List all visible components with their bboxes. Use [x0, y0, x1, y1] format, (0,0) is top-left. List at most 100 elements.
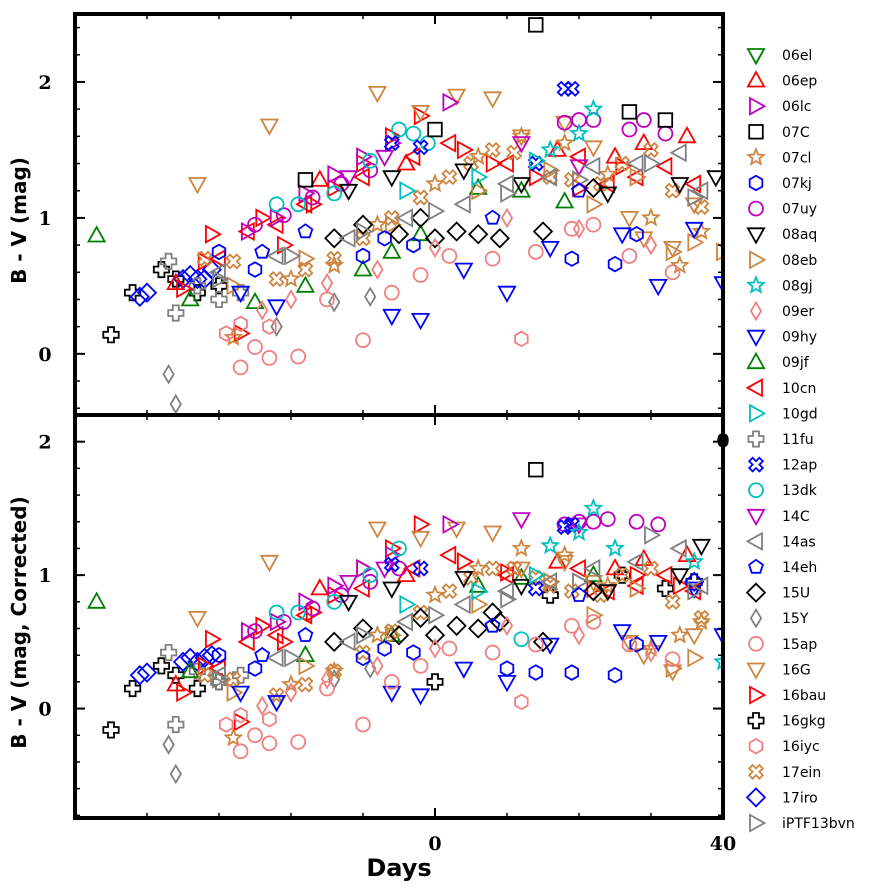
legend-entry-16bau: 16bau [749, 685, 826, 705]
bottom-point-14C [511, 512, 532, 530]
top-point-14eh [571, 182, 587, 198]
bottom-point-07cl [281, 674, 301, 694]
bottom-point-16G [511, 561, 532, 579]
legend-marker-12ap [747, 456, 765, 473]
top-scatter-points [86, 17, 723, 415]
top-y-tick-label: 2 [38, 72, 51, 94]
legend-label: 15U [782, 586, 810, 602]
legend-marker-10gd [749, 403, 767, 424]
bottom-point-09hy [454, 661, 474, 679]
bottom-point-17iro [172, 651, 194, 673]
bottom-point-07uy [585, 513, 602, 530]
top-point-15ap [664, 264, 681, 281]
top-point-08aq [454, 163, 474, 181]
bottom-point-11fu [167, 716, 185, 734]
bottom-point-08aq [454, 571, 474, 589]
top-point-08eb [665, 242, 683, 262]
bottom-y-tick-label: 0 [38, 699, 51, 721]
bottom-point-08eb [665, 658, 683, 679]
top-point-16bau [305, 194, 323, 214]
bottom-point-15U [583, 580, 604, 602]
top-point-07cl [554, 132, 575, 152]
legend-entry-11fu: 11fu [747, 430, 814, 448]
bottom-point-14as [583, 558, 601, 579]
top-point-15ap [247, 339, 263, 355]
bottom-point-10gd [528, 565, 547, 585]
bottom-point-10cn [597, 581, 615, 601]
top-point-16iyc [514, 330, 529, 348]
top-point-10cn [266, 215, 284, 235]
bottom-point-06ep [605, 558, 625, 576]
bottom-point-09hy [612, 624, 632, 642]
bottom-point-15ap [664, 651, 681, 668]
bottom-point-16bau [204, 629, 223, 649]
bottom-point-14C [569, 517, 589, 535]
bottom-point-16bau [233, 712, 251, 732]
bottom-point-07uy [650, 516, 667, 533]
top-point-14C [511, 136, 532, 154]
legend-marker-07C [748, 124, 764, 140]
bottom-point-15U [446, 615, 467, 637]
legend-label: 07cl [782, 150, 811, 166]
bottom-point-16G [684, 628, 704, 646]
legend-label: 06el [782, 48, 812, 64]
bottom-point-15U [424, 625, 446, 646]
bottom-point-15ap [585, 613, 602, 630]
bottom-ticks: 0 40 0 1 2 [38, 414, 736, 855]
top-point-14eh [254, 243, 271, 259]
top-point-14as [208, 262, 226, 282]
bottom-point-15ap [319, 680, 335, 697]
legend-marker-14eh [748, 558, 764, 574]
top-point-07kj [564, 250, 579, 267]
top-point-11fu [231, 284, 250, 302]
top-point-15ap [232, 359, 249, 376]
bottom-point-06lc [442, 514, 460, 535]
bottom-point-14C [338, 575, 359, 593]
bottom-point-07uy [628, 513, 645, 530]
legend-entry-14as: 14as [745, 531, 816, 552]
bottom-point-07cl [425, 584, 445, 604]
legend-marker-08gj [746, 274, 766, 294]
top-point-15U [352, 214, 374, 235]
bottom-point-17ein [297, 676, 314, 693]
bottom-point-08eb [629, 578, 647, 599]
top-point-08eb [384, 215, 403, 235]
bottom-point-16G [187, 611, 208, 629]
bottom-point-08gj [569, 522, 589, 541]
top-point-17ein [196, 250, 213, 267]
bottom-point-iPTF13bvn [644, 525, 662, 545]
bottom-point-16iyc [233, 706, 248, 724]
top-point-10gd [399, 181, 417, 201]
bottom-point-16bau [176, 682, 194, 703]
top-point-08eb [543, 160, 561, 180]
bottom-point-14as [395, 612, 414, 632]
top-point-15ap [563, 220, 580, 237]
top-point-07cl [367, 214, 388, 234]
top-point-10cn [683, 174, 702, 194]
legend-entry-14eh: 14eh [748, 558, 817, 576]
top-point-15ap [484, 250, 501, 267]
top-point-iPTF13bvn [500, 183, 518, 204]
top-point-15U [410, 207, 431, 229]
bottom-point-10cn [403, 558, 421, 579]
top-point-16G [187, 177, 208, 195]
legend-marker-16gkg [747, 712, 765, 730]
bottom-point-11fu [231, 666, 250, 684]
bottom-point-07cl [511, 537, 532, 557]
legend-marker-17iro [745, 787, 767, 808]
bottom-point-07cl [324, 660, 345, 680]
bottom-point-09hy [497, 675, 517, 693]
bottom-point-13dk [326, 593, 343, 610]
top-point-16gkg [102, 326, 120, 344]
legend-label: 16bau [782, 688, 826, 704]
top-point-09jf [468, 177, 488, 195]
legend-label: 14eh [782, 560, 817, 576]
bottom-point-13dk [362, 567, 379, 584]
top-point-11fu [210, 290, 228, 309]
top-point-09hy [382, 308, 402, 327]
top-point-09jf [511, 180, 532, 198]
legend-label: 12ap [782, 458, 817, 474]
bottom-y-axis-label: B - V (mag, Corrected) [7, 496, 31, 748]
legend-marker-14as [745, 531, 763, 552]
bottom-point-07cl [691, 611, 712, 631]
